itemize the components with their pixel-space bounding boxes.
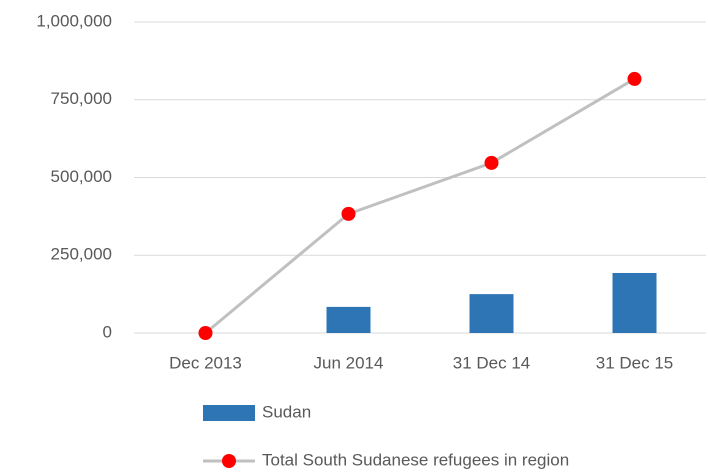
x-tick-label: 31 Dec 15	[596, 353, 674, 372]
y-tick-label: 0	[103, 322, 112, 341]
legend-label: Total South Sudanese refugees in region	[262, 450, 569, 469]
legend-swatch	[203, 405, 255, 421]
legend-marker	[222, 454, 236, 468]
bar	[469, 294, 514, 333]
x-tick-label: 31 Dec 14	[453, 353, 531, 372]
bar	[326, 306, 371, 333]
marker	[484, 155, 499, 170]
legend-label: Sudan	[262, 402, 311, 421]
marker	[341, 206, 356, 221]
marker	[198, 326, 213, 340]
y-tick-label: 250,000	[51, 245, 112, 264]
x-tick-label: Dec 2013	[169, 353, 242, 372]
marker	[627, 71, 642, 86]
bar	[612, 272, 657, 333]
x-tick-label: Jun 2014	[314, 353, 384, 372]
y-tick-label: 750,000	[51, 89, 112, 108]
line	[204, 77, 636, 335]
y-tick-label: 1,000,000	[36, 11, 112, 30]
y-tick-label: 500,000	[51, 167, 112, 186]
